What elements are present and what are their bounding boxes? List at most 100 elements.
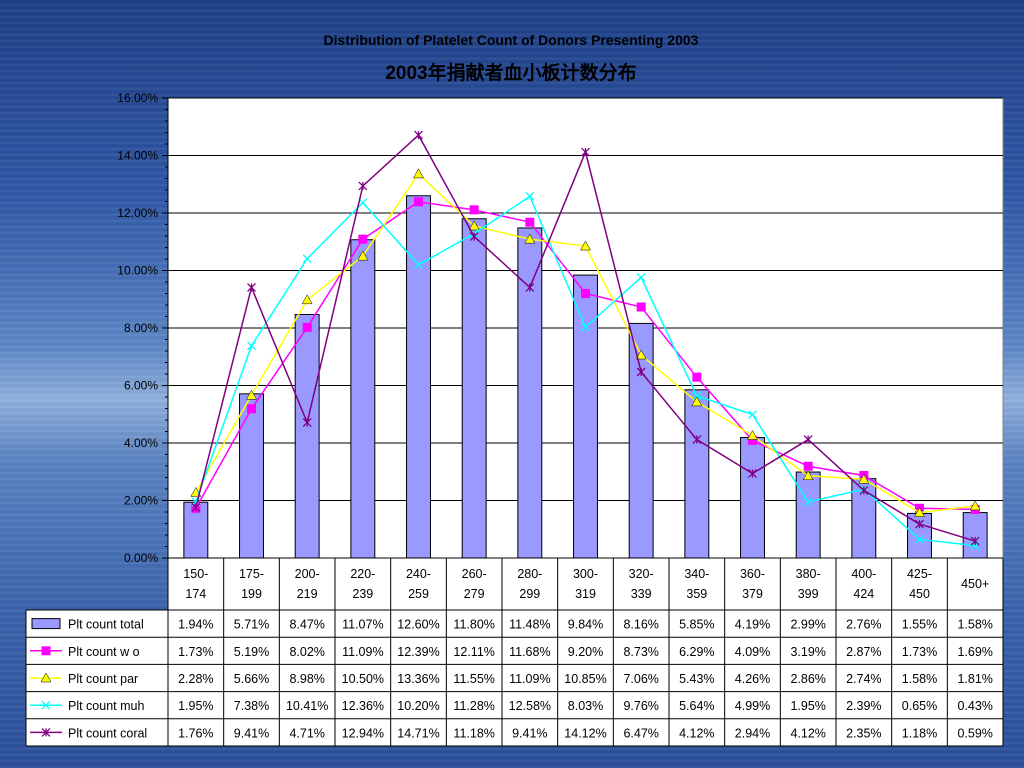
chart-subtitle: 2003年捐献者血小板计数分布: [385, 61, 636, 84]
bar: [517, 227, 543, 559]
table-cell: 2.35%: [846, 726, 881, 740]
table-cell: 4.12%: [790, 726, 825, 740]
category-label: 340-359: [684, 567, 709, 601]
table-cell: 1.81%: [957, 672, 992, 686]
table-cell: 6.47%: [623, 726, 658, 740]
point: [858, 473, 870, 484]
table-cell: 2.28%: [178, 672, 213, 686]
point: [802, 470, 814, 481]
table-cell: 2.87%: [846, 645, 881, 659]
table-row: Plt count coral 1.76% 9.41% 4.71% 12.94% 14.7…: [30, 726, 993, 740]
table-cell: 1.69%: [957, 645, 992, 659]
table-cell: 1.73%: [902, 645, 937, 659]
table-cell: 1.55%: [902, 618, 937, 632]
y-tick-label: 14.00%: [117, 149, 158, 163]
bar: [406, 195, 431, 559]
table-cell: 1.73%: [178, 645, 213, 659]
bar: [684, 389, 710, 559]
table-cell: 7.06%: [623, 672, 658, 686]
category-label: 360-379: [740, 567, 765, 601]
table-cell: 4.12%: [679, 726, 714, 740]
table-cell: 11.09%: [342, 645, 383, 659]
category-label: 300-319: [573, 567, 598, 601]
table-cell: 0.65%: [902, 699, 937, 713]
table-cell: 8.03%: [568, 699, 603, 713]
point: [469, 232, 479, 242]
table-cell: 1.76%: [178, 726, 213, 740]
point: [691, 396, 703, 407]
table-cell: 8.73%: [623, 645, 658, 659]
point: [636, 367, 646, 377]
category-label: 320-339: [629, 567, 654, 601]
table-cell: 2.74%: [846, 672, 881, 686]
y-tick-label: 2.00%: [124, 494, 158, 508]
y-tick-label: 12.00%: [117, 206, 158, 220]
table-cell: 6.29%: [679, 645, 714, 659]
point: [692, 391, 702, 401]
table-cell: 2.76%: [846, 618, 881, 632]
table-row: Plt count w o 1.73% 5.19% 8.02% 11.09% 12.39%…: [30, 645, 993, 659]
point: [468, 220, 480, 231]
point: [246, 389, 257, 400]
y-tick-label: 6.00%: [124, 379, 158, 393]
bar: [573, 274, 598, 559]
point: [635, 349, 647, 360]
legend-entry: Plt count total: [68, 618, 144, 632]
data-table: 150-174 175-199 200-219 220-239 240-259 260-2…: [25, 557, 1004, 747]
point: [914, 507, 925, 517]
table-cell: 4.99%: [735, 699, 770, 713]
bar: [239, 393, 264, 559]
table-row: Plt count par 2.28% 5.66% 8.98% 10.50% 13.36%…: [30, 672, 993, 686]
point: [302, 322, 312, 332]
point: [414, 260, 423, 270]
table-cell: 1.95%: [790, 699, 825, 713]
point: [581, 322, 590, 332]
y-tick-label: 10.00%: [117, 264, 158, 278]
table-cell: 11.55%: [453, 672, 494, 686]
table-cell: 14.12%: [564, 726, 606, 740]
table-cell: 5.85%: [679, 618, 714, 632]
table-cell: 1.58%: [957, 618, 992, 632]
point: [525, 217, 535, 227]
legend-entry: Plt count coral: [68, 726, 147, 740]
table-cell: 12.11%: [453, 645, 494, 659]
y-tick-label: 8.00%: [124, 321, 158, 335]
table-cell: 11.68%: [509, 645, 550, 659]
category-label: 175-199: [239, 567, 264, 601]
table-cell: 8.16%: [623, 618, 658, 632]
point: [358, 234, 368, 244]
point: [915, 519, 924, 529]
table-cell: 4.19%: [735, 618, 770, 632]
point: [970, 536, 980, 546]
point: [915, 534, 924, 544]
table-cell: 9.20%: [568, 645, 603, 659]
y-tick-label: 0.00%: [124, 551, 158, 565]
point: [803, 435, 813, 445]
table-cell: 4.09%: [735, 645, 770, 659]
table-cell: 5.19%: [234, 645, 269, 659]
table-cell: 13.36%: [397, 672, 439, 686]
table-cell: 12.36%: [342, 699, 384, 713]
point: [414, 130, 423, 140]
point: [692, 435, 702, 445]
category-label: 450+: [961, 577, 989, 591]
table-cell: 10.41%: [286, 699, 328, 713]
table-cell: 10.20%: [397, 699, 439, 713]
table-cell: 8.47%: [289, 618, 324, 632]
point: [358, 181, 368, 191]
category-label: 220-239: [350, 567, 375, 601]
table-cell: 4.71%: [289, 726, 324, 740]
plot-area: 0.00% 2.00% 4.00% 6.00% 8.00% 10.00% 12.00% 14.…: [117, 91, 1004, 565]
y-tick-label: 16.00%: [117, 91, 158, 105]
table-cell: 3.19%: [790, 645, 825, 659]
table-cell: 11.18%: [453, 726, 494, 740]
table-cell: 9.41%: [234, 726, 269, 740]
table-row: Plt count total 1.94% 5.71% 8.47% 11.07% 12.6…: [31, 618, 993, 632]
table-cell: 4.26%: [735, 672, 770, 686]
category-label: 240-259: [406, 567, 431, 601]
point: [969, 500, 981, 511]
point: [247, 404, 256, 414]
point: [414, 197, 423, 207]
point: [469, 205, 479, 215]
table-cell: 5.64%: [679, 699, 714, 713]
